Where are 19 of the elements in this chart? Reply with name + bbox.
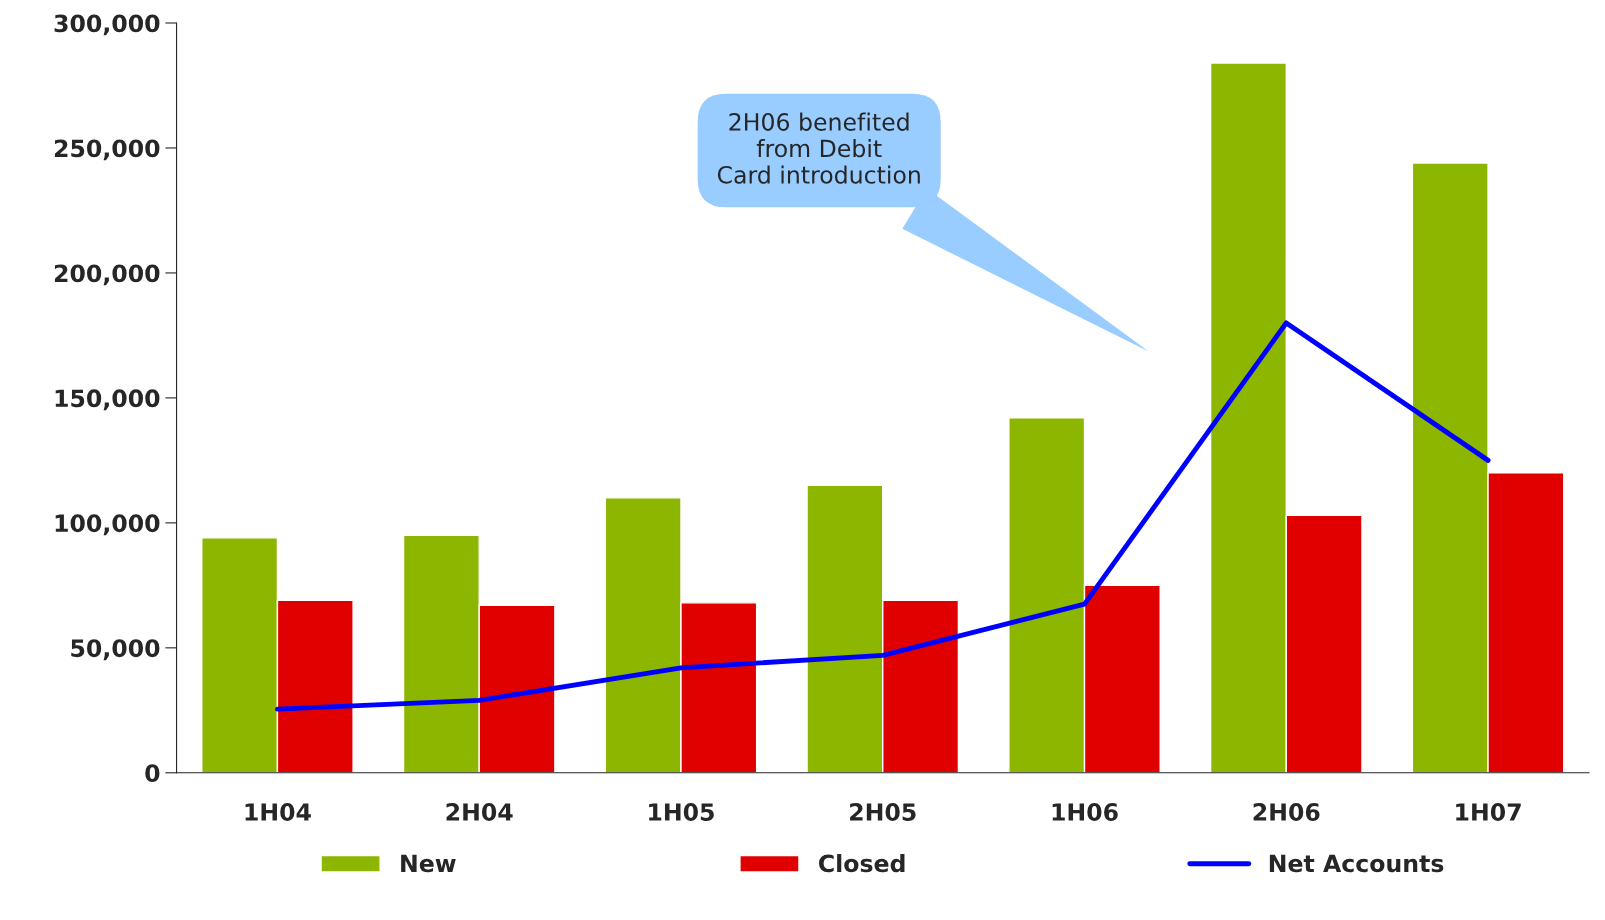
y-tick-label: 0 bbox=[145, 764, 160, 783]
legend-label: Net Accounts bbox=[1269, 854, 1444, 873]
x-tick-label: 1H04 bbox=[245, 803, 311, 821]
line-series bbox=[275, 320, 1491, 712]
legend-label: Closed bbox=[819, 854, 905, 873]
annotation: 2H06 benefited from Debit Card introduction bbox=[717, 112, 920, 184]
y-tick-label: 100,000 bbox=[55, 514, 160, 536]
x-tick-label: 1H06 bbox=[1052, 803, 1118, 821]
y-tick-label: 50,000 bbox=[71, 639, 160, 661]
x-tick-label: 2H05 bbox=[850, 803, 916, 821]
x-tick-label: 2H04 bbox=[446, 803, 513, 821]
y-tick-label: 150,000 bbox=[55, 389, 160, 411]
y-tick-label: 200,000 bbox=[54, 264, 160, 286]
x-tick-label: 2H06 bbox=[1253, 803, 1320, 821]
x-tick-label: 1H05 bbox=[649, 803, 714, 821]
y-tick-label: 250,000 bbox=[54, 139, 160, 161]
x-tick-label: 1H07 bbox=[1456, 803, 1521, 821]
legend-label: New bbox=[401, 854, 456, 873]
y-tick-label: 300,000 bbox=[54, 14, 160, 36]
